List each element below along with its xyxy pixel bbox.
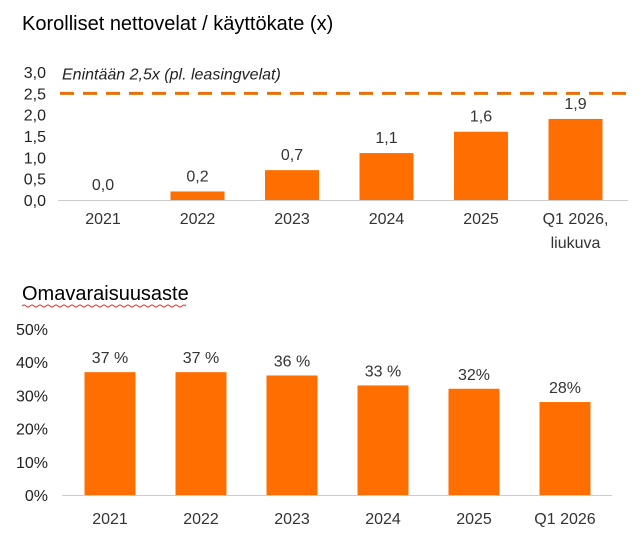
chart1-data-label: 0,7 [281,147,303,164]
chart2-bar [266,375,318,495]
chart2-y-tick-label: 10% [16,455,48,472]
chart1-bar [170,191,225,200]
chart1-bar [265,170,319,200]
chart1-y-tick-label: 2,0 [24,108,46,125]
chart2-category-label: 2023 [274,511,310,528]
chart2-data-labels: 37 % 37 % 36 % 33 % 32% 28% [92,350,581,397]
chart1-data-labels: 0,0 0,2 0,7 1,1 1,6 1,9 [92,96,587,194]
chart1-bar [454,131,508,200]
chart2-category-label: 2024 [365,511,401,528]
chart1-category-label: 2022 [180,211,216,228]
chart1-reference-label: Enintään 2,5x (pl. leasingvelat) [62,66,281,83]
chart1-y-tick-label: 1,5 [24,129,46,146]
chart-equity-ratio: Omavaraisuusaste 0%10%20%30%40%50% 37 % 3… [16,283,612,528]
chart2-data-label: 36 % [274,353,310,370]
chart1-category-label: 2021 [85,211,121,228]
chart2-category-label: 2021 [92,511,128,528]
chart1-y-axis: 0,0 0,5 1,0 1,5 2,0 2,5 3,0 [24,65,46,210]
chart1-category-label: 2024 [369,211,405,228]
chart2-y-tick-label: 20% [16,422,48,439]
chart2-bars [84,372,591,495]
chart1-category-label: 2023 [274,211,310,228]
chart1-category-label: Q1 2026, [543,211,609,228]
chart1-category-labels: 2021 2022 2023 2024 2025 Q1 2026, liukuva [85,211,608,252]
chart2-bar [175,372,227,495]
chart2-bar [539,402,591,495]
chart2-y-tick-label: 30% [16,388,48,405]
chart2-category-label: 2025 [456,511,492,528]
chart1-y-tick-label: 3,0 [24,65,46,82]
chart1-bars [170,118,603,200]
chart2-data-label: 37 % [183,350,219,367]
chart2-category-label: Q1 2026 [534,511,595,528]
chart2-bar [84,372,136,495]
chart1-data-label: 1,9 [564,96,586,113]
chart2-y-axis: 0% 10% 20% 30% 40% 50% [16,322,48,505]
chart1-data-label: 0,2 [186,168,208,185]
chart2-data-label: 37 % [92,350,128,367]
chart2-y-tick-label: 40% [16,355,48,372]
chart2-category-label: 2022 [183,511,219,528]
chart2-data-label: 33 % [365,363,401,380]
chart2-data-label: 28% [549,380,581,397]
chart1-category-label: 2025 [463,211,499,228]
chart1-y-tick-label: 2,5 [24,86,46,103]
chart1-y-tick-label: 0,0 [24,193,46,210]
chart2-y-tick-label: 0% [25,488,48,505]
chart2-title: Omavaraisuusaste [22,283,189,305]
chart2-data-label: 32% [458,367,490,384]
chart2-y-tick-label: 50% [16,322,48,339]
chart1-title: Korolliset nettovelat / käyttökate (x) [22,13,333,35]
chart1-y-tick-label: 0,5 [24,172,46,189]
chart1-data-label: 0,0 [92,177,114,194]
spellcheck-underline [21,304,187,308]
chart-net-debt-ebitda: Korolliset nettovelat / käyttökate (x) 0… [22,13,628,252]
chart1-data-label: 1,6 [470,109,492,126]
chart1-bar [359,153,414,200]
chart2-bar [448,388,500,495]
chart1-bar [548,118,603,200]
chart1-y-tick-label: 1,0 [24,150,46,167]
chart2-category-labels: 2021 2022 2023 2024 2025 Q1 2026 [92,511,596,528]
chart1-data-label: 1,1 [375,130,397,147]
chart2-bar [357,385,409,495]
chart1-category-label: liukuva [551,235,601,252]
